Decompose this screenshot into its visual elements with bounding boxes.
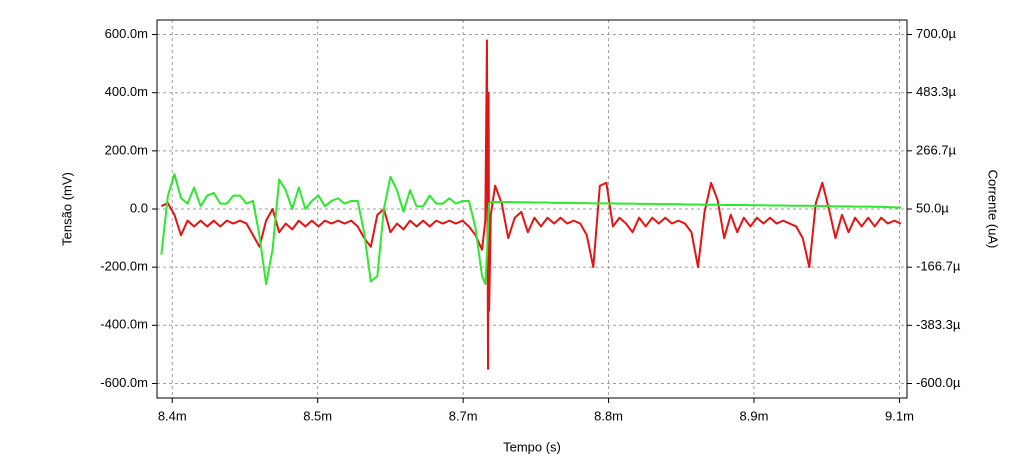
x-tick-label: 8.5m [303, 408, 332, 423]
y-tick-label: 600.0m [105, 26, 148, 41]
y-tick-label: -600.0m [100, 375, 148, 390]
y2-tick-label: 483.3µ [916, 84, 957, 99]
x-tick-label: 8.9m [740, 408, 769, 423]
y2-axis-label: Corrente (uA) [986, 170, 1001, 249]
grid [157, 20, 907, 398]
series-line [160, 173, 901, 286]
x-tick-label: 8.4m [158, 408, 187, 423]
y2-tick-label: -166.7µ [916, 259, 961, 274]
y-tick-label: 0.0 [130, 200, 148, 215]
series-line [160, 39, 902, 370]
y-tick-label: 400.0m [105, 84, 148, 99]
y2-tick-label: -600.0µ [916, 375, 961, 390]
y-tick-label: -400.0m [100, 317, 148, 332]
y2-tick-label: 266.7µ [916, 142, 957, 157]
y2-tick-label: 50.0µ [916, 200, 949, 215]
x-tick-label: 8.7m [449, 408, 478, 423]
y2-tick-label: -383.3µ [916, 317, 961, 332]
y-tick-label: 200.0m [105, 142, 148, 157]
x-tick-label: 8.8m [594, 408, 623, 423]
x-axis-label: Tempo (s) [503, 439, 561, 454]
plot-lines [160, 39, 902, 370]
y-tick-label: -200.0m [100, 259, 148, 274]
x-tick-label: 9.1m [885, 408, 914, 423]
y-axis-label: Tensão (mV) [59, 172, 74, 246]
y2-tick-label: 700.0µ [916, 26, 957, 41]
